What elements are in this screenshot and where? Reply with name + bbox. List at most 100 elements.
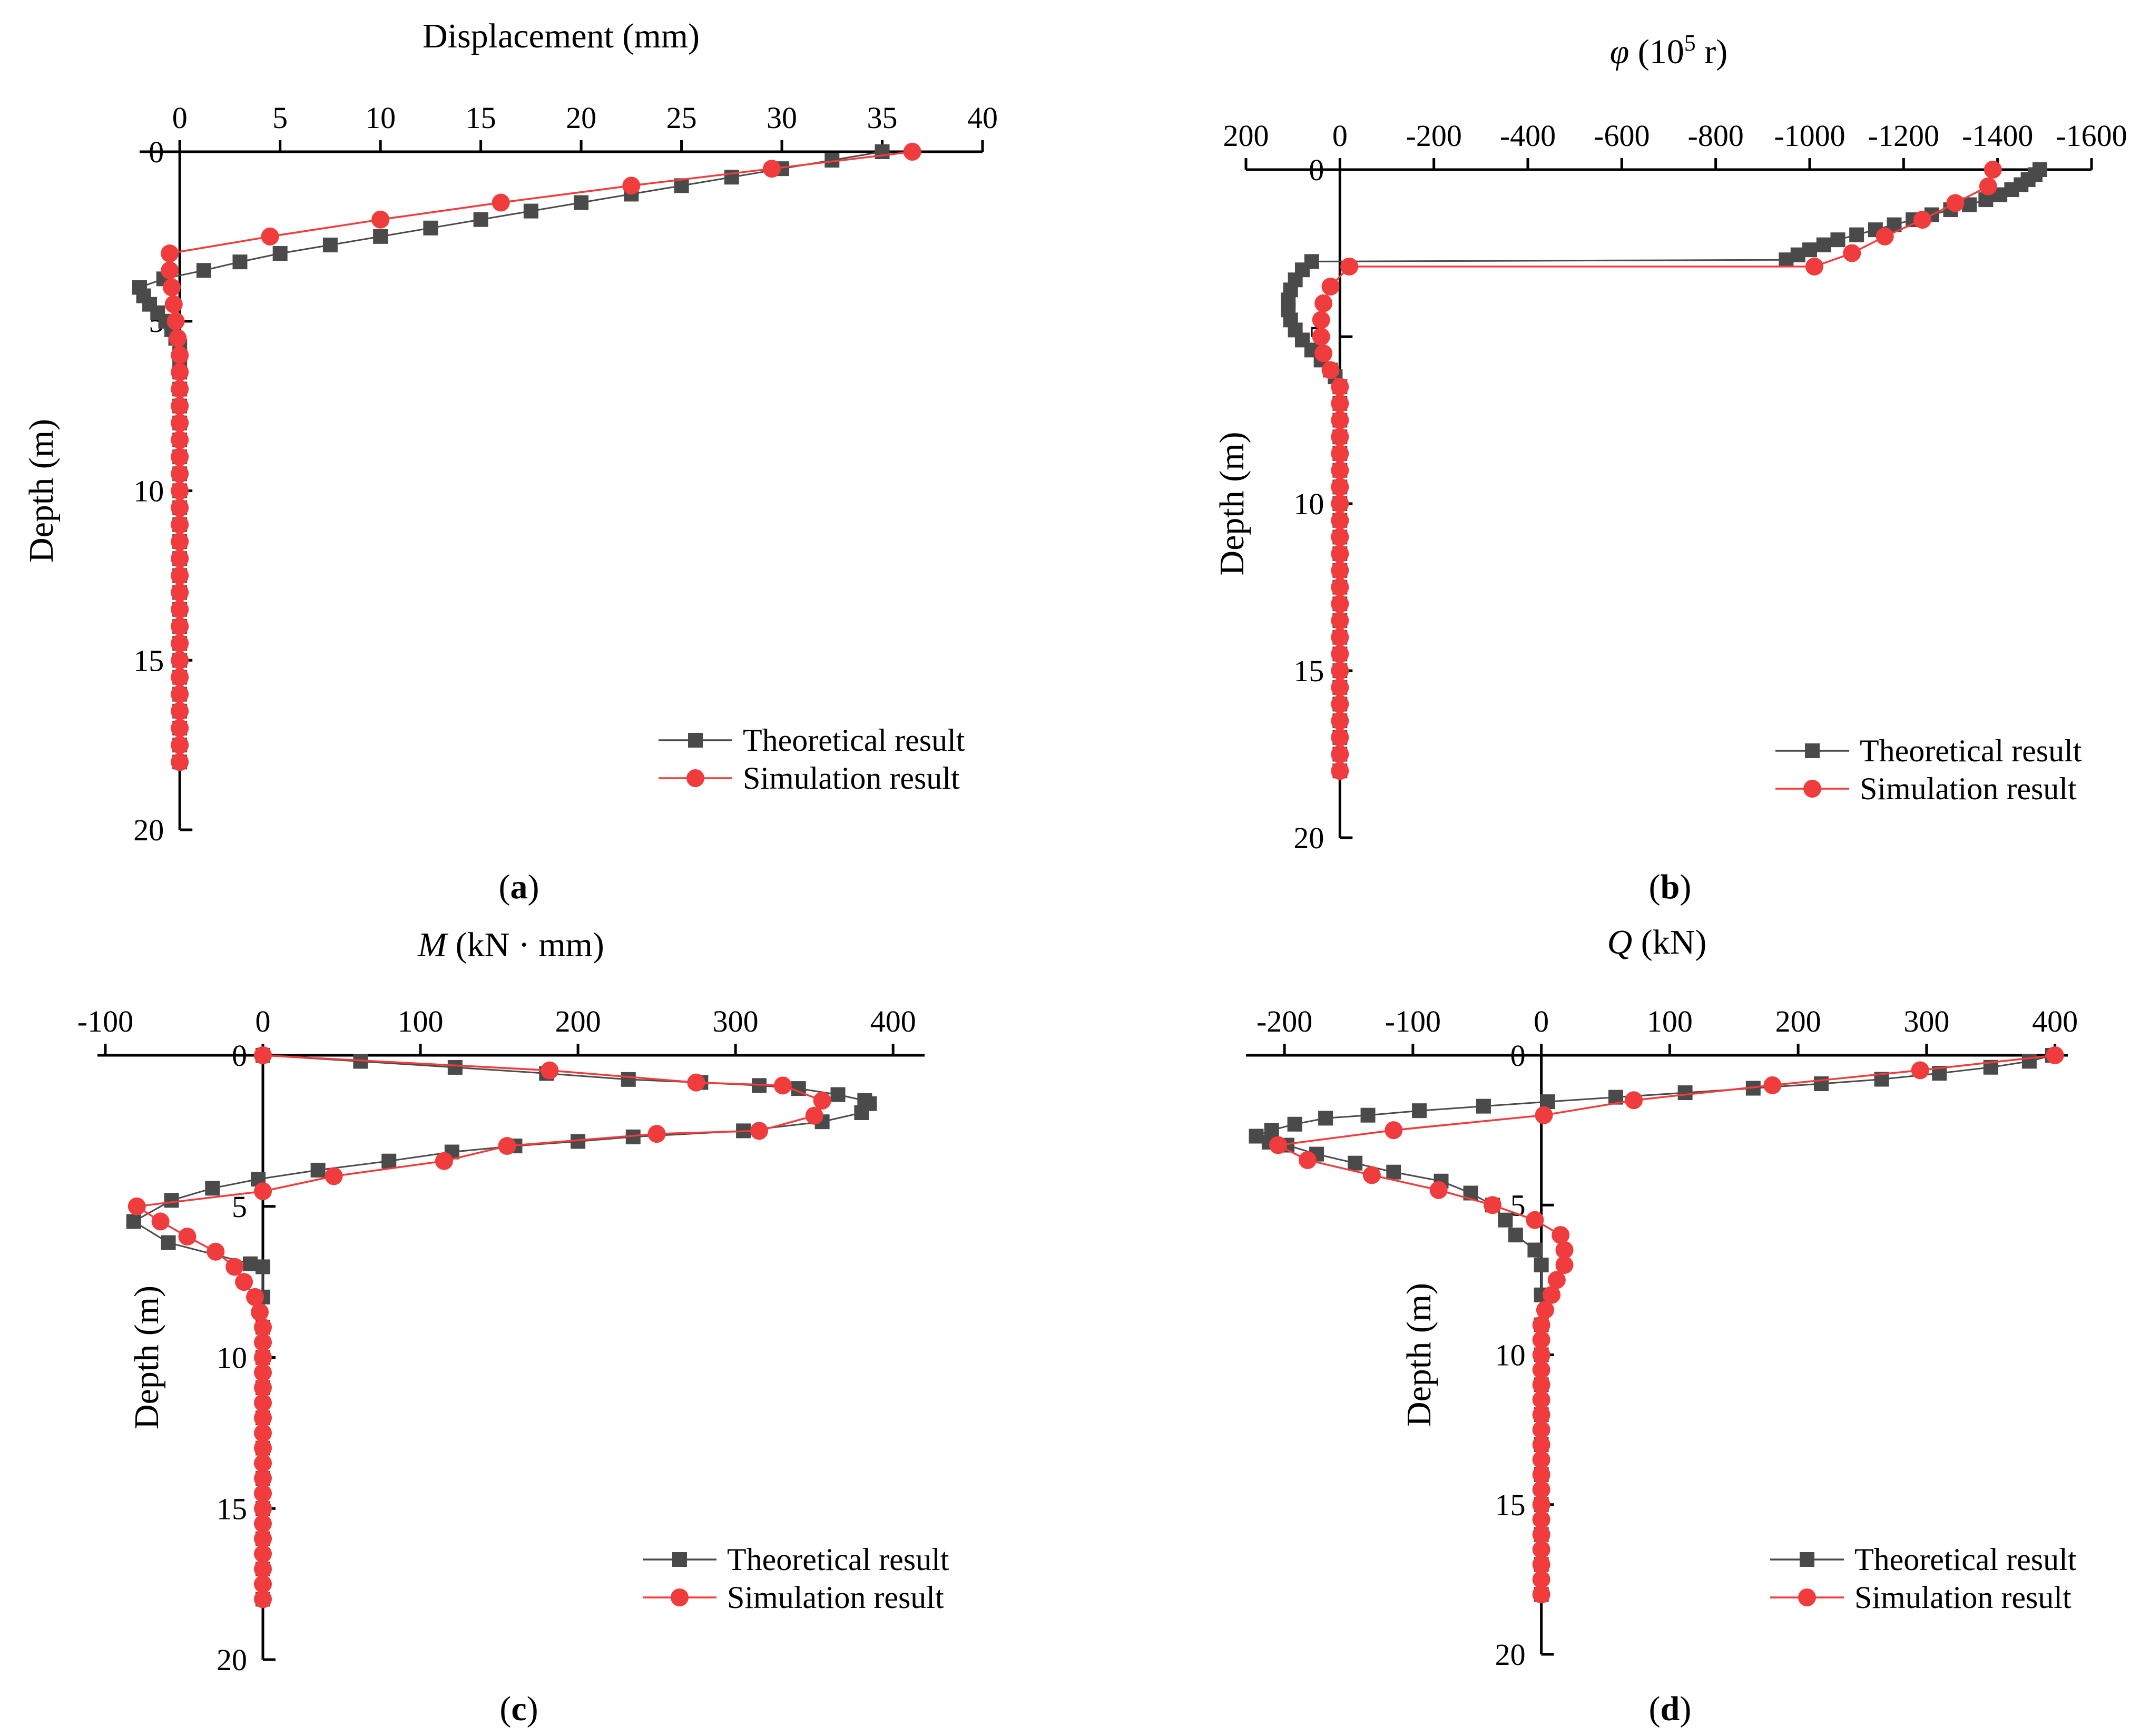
data-point-circle [1331, 678, 1349, 697]
y-tick-label: 20 [1293, 821, 1324, 855]
data-point-circle [254, 1424, 272, 1442]
series-simulation [1312, 161, 2002, 780]
data-point-circle [171, 702, 189, 720]
x-tick-label: 400 [2032, 1004, 2078, 1038]
data-point-square [161, 1235, 176, 1250]
data-point-circle [254, 1469, 272, 1487]
data-point-circle [254, 1182, 272, 1201]
data-point-circle [1913, 211, 1931, 229]
data-point-circle [1532, 1570, 1550, 1588]
data-point-circle [2046, 1046, 2064, 1064]
x-tick-label: -1200 [1868, 119, 1939, 153]
data-point-circle [1429, 1181, 1448, 1199]
x-tick-label: 0 [172, 101, 188, 135]
data-point-circle [171, 550, 189, 568]
series-line [138, 151, 882, 762]
y-tick-label: 0 [149, 135, 164, 169]
y-tick-label: 15 [1495, 1488, 1526, 1522]
data-point-circle [773, 1076, 792, 1095]
data-point-circle [171, 566, 189, 585]
data-point-square [1498, 1212, 1513, 1228]
data-point-circle [325, 1167, 343, 1185]
data-point-circle [151, 1212, 170, 1231]
legend-marker-circle [686, 769, 704, 787]
x-tick-label: 25 [666, 101, 697, 135]
data-point-circle [1979, 177, 1997, 195]
data-point-circle [622, 176, 641, 195]
data-point-square [272, 246, 288, 261]
data-point-circle [171, 380, 189, 398]
data-point-circle [1526, 1211, 1544, 1229]
data-point-circle [171, 600, 189, 619]
series-simulation [161, 143, 921, 771]
data-point-circle [254, 1046, 272, 1064]
data-point-circle [1269, 1136, 1287, 1154]
data-point-circle [1532, 1346, 1550, 1364]
y-tick-label: 20 [217, 1643, 247, 1677]
data-point-circle [178, 1228, 197, 1246]
data-point-circle [1543, 1286, 1561, 1304]
panel-label: (a) [499, 868, 539, 906]
series-theoretical [1249, 1048, 2060, 1602]
data-point-circle [171, 651, 189, 670]
legend-marker-square [1800, 1552, 1814, 1567]
data-point-circle [171, 685, 189, 703]
data-point-square [1814, 1076, 1829, 1092]
data-point-circle [254, 1409, 272, 1427]
data-point-circle [1763, 1076, 1782, 1094]
data-point-circle [1532, 1585, 1550, 1604]
data-point-square [164, 1193, 179, 1208]
data-point-circle [254, 1348, 272, 1367]
data-point-circle [1340, 257, 1359, 276]
data-point-circle [1532, 1525, 1550, 1544]
legend-label: Simulation result [727, 1580, 944, 1615]
data-point-square [2021, 1054, 2037, 1069]
data-point-circle [1536, 1301, 1554, 1319]
data-point-circle [254, 1575, 272, 1593]
x-tick-label: 200 [1775, 1004, 1821, 1038]
data-point-circle [254, 1529, 272, 1548]
data-point-circle [171, 753, 189, 771]
data-point-circle [254, 1499, 272, 1518]
data-point-circle [171, 482, 189, 500]
data-point-circle [207, 1242, 225, 1261]
y-axis-title: Depth (m) [127, 1286, 166, 1429]
y-tick-label: 0 [1309, 153, 1324, 187]
data-point-square [1318, 1111, 1333, 1126]
legend-label: Theoretical result [743, 723, 965, 758]
data-point-circle [498, 1137, 516, 1155]
data-point-circle [1331, 595, 1349, 613]
x-tick-label: -1000 [1774, 119, 1845, 153]
data-point-square [830, 1087, 846, 1102]
data-point-circle [171, 736, 189, 754]
legend-label: Simulation result [743, 761, 960, 796]
y-tick-label: 15 [217, 1492, 247, 1526]
y-axis-title: Depth (m) [22, 419, 61, 563]
data-point-square [232, 254, 248, 270]
data-point-circle [903, 143, 921, 161]
data-point-circle [1331, 378, 1349, 396]
data-point-circle [1532, 1465, 1550, 1484]
x-tick-label: 300 [713, 1004, 759, 1038]
data-point-circle [171, 617, 189, 635]
data-point-square [1830, 232, 1845, 248]
x-tick-label: 5 [272, 101, 288, 135]
data-point-circle [1547, 1271, 1566, 1289]
data-point-circle [371, 210, 390, 229]
data-point-circle [171, 515, 189, 534]
data-point-circle [254, 1514, 272, 1533]
y-tick-label: 10 [1293, 487, 1324, 521]
x-tick-label: 0 [256, 1004, 271, 1038]
data-point-square [1476, 1099, 1491, 1114]
data-point-circle [164, 295, 183, 313]
data-point-circle [1385, 1121, 1403, 1140]
series-line [1287, 169, 2040, 771]
data-point-circle [1331, 662, 1349, 680]
data-point-circle [1946, 194, 1965, 212]
y-tick-label: 20 [133, 813, 164, 847]
x-tick-label: 200 [555, 1004, 601, 1038]
data-point-circle [1331, 545, 1349, 563]
